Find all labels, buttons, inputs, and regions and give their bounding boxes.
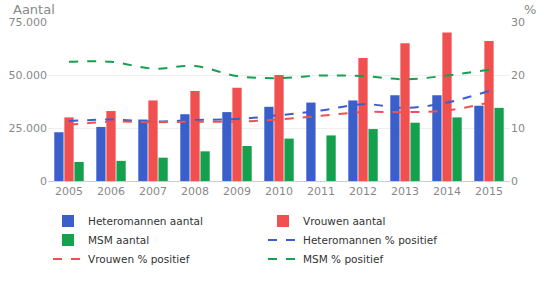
- svg-text:0: 0: [40, 175, 47, 188]
- svg-text:20: 20: [511, 69, 525, 82]
- svg-text:Vrouwen aantal: Vrouwen aantal: [303, 215, 385, 227]
- svg-text:MSM aantal: MSM aantal: [88, 234, 149, 246]
- svg-text:2007: 2007: [139, 185, 167, 198]
- svg-text:0: 0: [511, 175, 518, 188]
- svg-text:2013: 2013: [391, 185, 419, 198]
- svg-text:MSM % positief: MSM % positief: [303, 253, 383, 265]
- svg-text:2006: 2006: [97, 185, 125, 198]
- svg-text:Aantal: Aantal: [13, 2, 55, 17]
- svg-text:2009: 2009: [223, 185, 251, 198]
- svg-text:10: 10: [511, 122, 525, 135]
- svg-text:2015: 2015: [475, 185, 503, 198]
- svg-text:25.000: 25.000: [9, 122, 48, 135]
- svg-text:Heteromannen aantal: Heteromannen aantal: [88, 215, 203, 227]
- svg-text:%: %: [524, 2, 536, 17]
- svg-text:2010: 2010: [265, 185, 293, 198]
- svg-text:50.000: 50.000: [9, 69, 48, 82]
- svg-text:2012: 2012: [349, 185, 377, 198]
- svg-text:2005: 2005: [55, 185, 83, 198]
- svg-text:Vrouwen % positief: Vrouwen % positief: [88, 253, 190, 265]
- svg-text:75.000: 75.000: [9, 16, 48, 29]
- svg-text:Heteromannen % positief: Heteromannen % positief: [303, 234, 437, 246]
- svg-text:2014: 2014: [433, 185, 461, 198]
- svg-text:2011: 2011: [307, 185, 335, 198]
- svg-text:2008: 2008: [181, 185, 209, 198]
- svg-text:30: 30: [511, 16, 525, 29]
